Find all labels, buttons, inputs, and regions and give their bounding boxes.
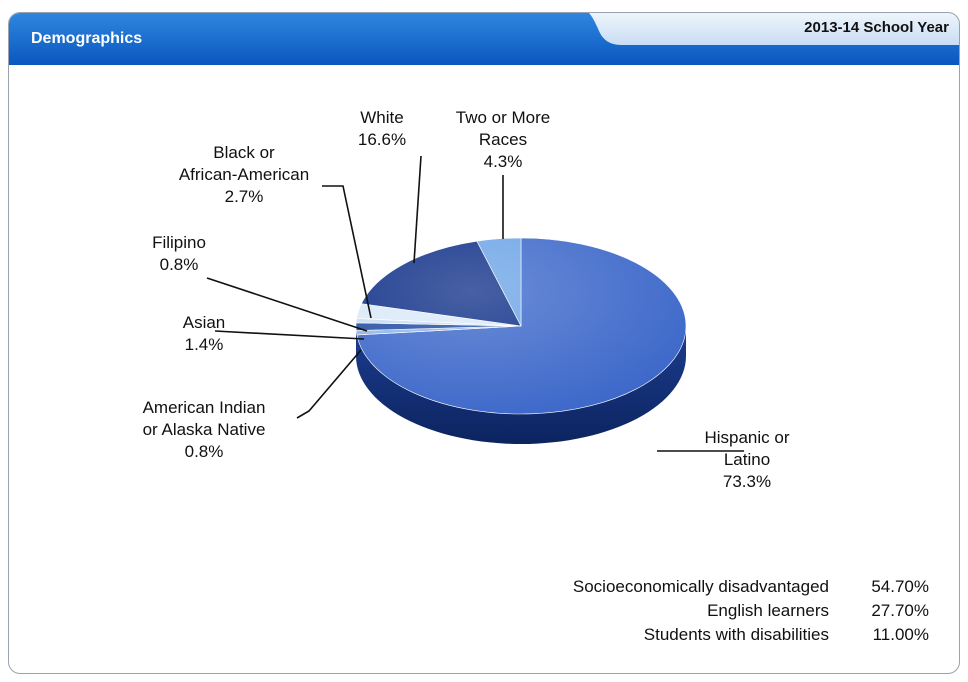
- stat-name-english-learners: English learners: [707, 601, 829, 620]
- slice-value-label: 4.3%: [484, 152, 523, 171]
- leader-line: [214, 330, 365, 340]
- slice-name-label: White: [360, 108, 403, 127]
- slice-name-label: Races: [479, 130, 527, 149]
- slice-label: Black or African-American 2.7%: [179, 143, 309, 206]
- slice-label: Asian 1.4%: [183, 313, 226, 354]
- slice-name-label: Two or More: [456, 108, 550, 127]
- slice-name-label: Hispanic or: [704, 428, 789, 447]
- leader-line: [206, 277, 368, 332]
- leader-line: [322, 185, 372, 319]
- leader-line: [296, 349, 362, 419]
- slice-value-label: 0.8%: [160, 255, 199, 274]
- demographics-pie-chart: Hispanic or Latino 73.3% American Indian or …: [143, 108, 790, 491]
- header-bar: [9, 13, 959, 65]
- slice-name-label: Asian: [183, 313, 226, 332]
- school-year-label: 2013-14 School Year: [804, 19, 949, 36]
- stat-name-disabilities: Students with disabilities: [643, 625, 829, 644]
- slice-name-label: Filipino: [152, 233, 206, 252]
- slice-label: Two or More Races 4.3%: [456, 108, 550, 171]
- stat-value-disabilities: 11.00%: [872, 625, 929, 644]
- pie-side-wall: [356, 326, 686, 444]
- demographics-panel: Demographics 2013-14 School Year Hispani…: [8, 12, 960, 674]
- slice-label: Hispanic or Latino 73.3%: [704, 428, 789, 491]
- stat-value-socioeconomic: 54.70%: [871, 577, 929, 596]
- slice-name-label: Latino: [724, 450, 770, 469]
- slice-label: White 16.6%: [358, 108, 406, 149]
- slice-value-label: 73.3%: [723, 472, 771, 491]
- stat-value-english-learners: 27.70%: [871, 601, 929, 620]
- slice-name-label: African-American: [179, 165, 309, 184]
- panel-title: Demographics: [31, 30, 143, 47]
- stat-name-socioeconomic: Socioeconomically disadvantaged: [572, 577, 829, 596]
- leader-line: [413, 155, 422, 264]
- slice-name-label: or Alaska Native: [143, 420, 266, 439]
- slice-value-label: 2.7%: [225, 187, 264, 206]
- slice-value-label: 1.4%: [185, 335, 224, 354]
- slice-name-label: American Indian: [143, 398, 266, 417]
- slice-label: American Indian or Alaska Native 0.8%: [143, 398, 266, 461]
- slice-name-label: Black or: [213, 143, 275, 162]
- slice-value-label: 16.6%: [358, 130, 406, 149]
- slice-label: Filipino 0.8%: [152, 233, 206, 274]
- slice-value-label: 0.8%: [185, 442, 224, 461]
